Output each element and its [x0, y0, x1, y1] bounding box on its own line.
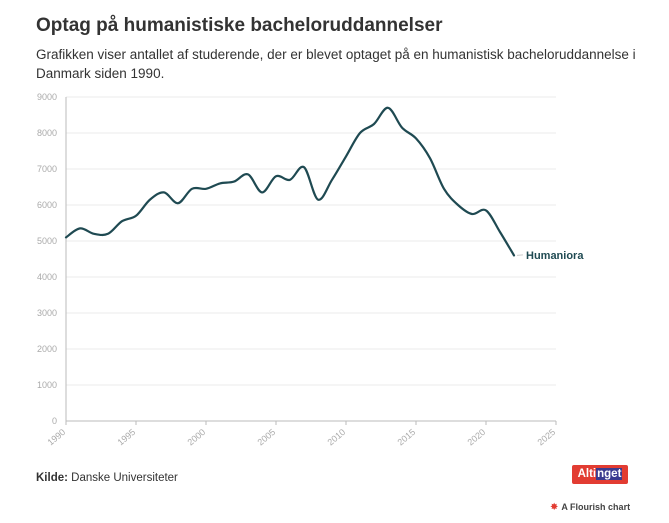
- chart-subtitle: Grafikken viser antallet af studerende, …: [36, 47, 636, 81]
- y-tick-label-5000: 5000: [37, 236, 57, 246]
- y-tick-label-4000: 4000: [37, 272, 57, 282]
- flourish-credit-text: A Flourish chart: [561, 502, 631, 512]
- y-tick-label-2000: 2000: [37, 344, 57, 354]
- y-tick-label-7000: 7000: [37, 164, 57, 174]
- x-tick-label-2020: 2020: [466, 427, 488, 448]
- source-label: Kilde:: [36, 472, 68, 484]
- x-tick-label-2015: 2015: [396, 427, 418, 448]
- grid-lines: [66, 96, 556, 422]
- y-tick-label-0: 0: [52, 416, 57, 426]
- x-axis: 1990 1995 2000 2005 2010 2015 2020 2025: [46, 421, 558, 448]
- flourish-credit[interactable]: ✸ A Flourish chart: [550, 502, 630, 513]
- altinget-logo[interactable]: Altinget: [572, 465, 628, 484]
- x-tick-label-2010: 2010: [326, 427, 348, 448]
- chart-title: Optag på humanistiske bacheloruddannelse…: [36, 15, 443, 36]
- series-label-humaniora: Humaniora: [526, 250, 584, 262]
- y-tick-label-3000: 3000: [37, 308, 57, 318]
- logo-part1: Alti: [577, 468, 597, 480]
- x-tick-label-2005: 2005: [256, 427, 278, 448]
- series-line-humaniora: [64, 106, 516, 257]
- y-tick-label-8000: 8000: [37, 128, 57, 138]
- y-tick-label-1000: 1000: [37, 380, 57, 390]
- logo-part2: nget: [596, 468, 623, 480]
- line-chart: 0 1000 2000 3000 4000 5000 6000 7000 8000 9000 19…: [37, 92, 584, 448]
- x-tick-label-1995: 1995: [116, 427, 138, 448]
- y-tick-label-6000: 6000: [37, 200, 57, 210]
- series-group: Humaniora: [64, 106, 584, 262]
- flourish-icon: ✸: [550, 502, 559, 513]
- x-tick-label-2025: 2025: [536, 427, 558, 448]
- series-label-connector: [516, 254, 524, 256]
- source-text: Danske Universiteter: [71, 472, 178, 484]
- y-tick-label-9000: 9000: [37, 92, 57, 102]
- y-axis: 0 1000 2000 3000 4000 5000 6000 7000 8000 9000: [37, 92, 67, 426]
- source-note: Kilde: Danske Universiteter: [36, 472, 178, 484]
- x-tick-label-2000: 2000: [186, 427, 208, 448]
- x-tick-label-1990: 1990: [46, 427, 68, 448]
